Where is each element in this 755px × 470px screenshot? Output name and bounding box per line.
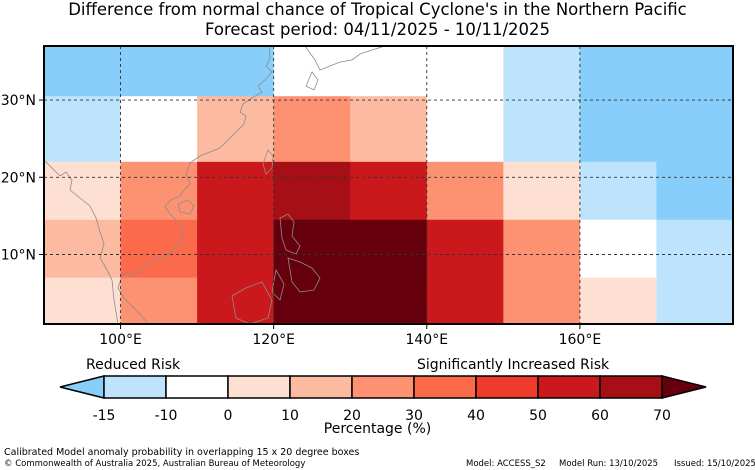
grid-cell-27	[44, 219, 122, 279]
coastlines	[44, 46, 386, 324]
map-frame	[43, 45, 734, 325]
lat-tick-label: 30°N	[1, 93, 36, 109]
grid-cell-21	[273, 161, 351, 221]
colorbar-tick-label: 10	[281, 408, 299, 424]
grid-cell-5	[426, 46, 504, 97]
grid-cell-41	[426, 277, 504, 324]
grid-cell-36	[44, 277, 122, 324]
grid-cell-2	[197, 46, 275, 97]
colorbar-tick-label: -10	[155, 408, 178, 424]
grid-cell-14	[426, 96, 504, 163]
grid-cell-25	[579, 161, 657, 221]
grid-cell-42	[503, 277, 581, 324]
colorbar-tick-label: 40	[467, 408, 485, 424]
colorbar-tick-label: 30	[405, 408, 423, 424]
footer-model-run: Model Run: 13/10/2025	[559, 459, 659, 469]
increased-risk-label: Significantly Increased Risk	[417, 357, 610, 373]
grid-cell-17	[656, 96, 733, 163]
footer-description: Calibrated Model anomaly probability in …	[4, 447, 360, 458]
coastline-korea-japan	[304, 46, 386, 91]
coastline-philippines-luzon	[279, 213, 301, 255]
colorbar-segment-1	[165, 375, 229, 399]
grid-cell-13	[350, 96, 428, 163]
colorbar-tick-label: 60	[591, 408, 609, 424]
grid-cell-1	[120, 46, 198, 97]
footer-issued: Issued: 15/10/2025	[674, 459, 755, 469]
chart-title: Difference from normal chance of Tropica…	[68, 0, 687, 19]
lon-tick-label: 140°E	[405, 332, 448, 348]
colorbar-over-arrow	[661, 375, 707, 399]
grid-cell-3	[273, 46, 351, 97]
lon-tick-label: 160°E	[559, 332, 602, 348]
lat-tick-label: 20°N	[1, 170, 36, 186]
colorbar-segment-8	[599, 375, 663, 399]
grid-cell-9	[44, 96, 122, 163]
grid-cell-32	[426, 219, 504, 279]
grid-cell-31	[350, 219, 428, 279]
grid-cell-23	[426, 161, 504, 221]
colorbar-segment-7	[537, 375, 601, 399]
grid-cell-4	[350, 46, 428, 97]
coastline-philippines-south	[271, 257, 321, 301]
grid-cell-19	[120, 161, 198, 221]
colorbar-segment-3	[289, 375, 353, 399]
grid-cell-30	[273, 219, 351, 279]
colorbar-segment-0	[103, 375, 167, 399]
grid-cell-39	[273, 277, 351, 324]
grid-cell-43	[579, 277, 657, 324]
grid-cell-11	[197, 96, 275, 163]
grid-cell-20	[197, 161, 275, 221]
grid-cell-35	[656, 219, 733, 279]
grid-cell-12	[273, 96, 351, 163]
lon-tick-label: 100°E	[99, 332, 142, 348]
colorbar-under-arrow	[59, 375, 105, 399]
lon-tick-label: 120°E	[252, 332, 295, 348]
coastline-borneo	[231, 281, 273, 324]
grid-cell-7	[579, 46, 657, 97]
coastline-mainland-asia	[117, 46, 273, 324]
colorbar-tick-label: 50	[529, 408, 547, 424]
grid-cell-29	[197, 219, 275, 279]
colorbar-segment-6	[475, 375, 539, 399]
colorbar-xlabel: Percentage (%)	[323, 421, 432, 437]
colorbar: -15 -10 0 10 20 30 40 50 60 70	[59, 375, 707, 424]
colorbar-tick-label: 70	[653, 408, 671, 424]
grid-cell-10	[120, 96, 198, 163]
colorbar-segment-5	[413, 375, 477, 399]
coastline-hainan	[177, 199, 195, 215]
colorbar-segment-4	[351, 375, 415, 399]
colorbar-tick-label: -15	[93, 408, 116, 424]
grid-cell-22	[350, 161, 428, 221]
footer-model: Model: ACCESS_S2	[466, 459, 546, 469]
grid-cell-16	[579, 96, 657, 163]
axis-ticks: 100°E 120°E 140°E 160°E 10°N 20°N 30°N	[1, 93, 601, 348]
colorbar-tick-label: 20	[343, 408, 361, 424]
anomaly-grid	[44, 46, 733, 324]
grid-cell-0	[44, 46, 122, 97]
coastline-taiwan	[262, 149, 274, 175]
footer-copyright: © Commonwealth of Australia 2025, Austra…	[4, 459, 306, 469]
grid-cell-15	[503, 96, 581, 163]
grid-cell-6	[503, 46, 581, 97]
lat-tick-label: 10°N	[1, 248, 36, 264]
grid-cell-24	[503, 161, 581, 221]
grid-cell-34	[579, 219, 657, 279]
grid-cell-33	[503, 219, 581, 279]
grid-cell-37	[120, 277, 198, 324]
colorbar-tick-label: 0	[224, 408, 233, 424]
grid-cell-28	[120, 219, 198, 279]
coastline-bay-of-bengal	[44, 159, 119, 324]
colorbar-segment-2	[227, 375, 291, 399]
grid-cell-26	[656, 161, 733, 221]
chart-subtitle: Forecast period: 04/11/2025 - 10/11/2025	[204, 20, 551, 39]
grid-cell-8	[656, 46, 733, 97]
grid-cell-40	[350, 277, 428, 324]
reduced-risk-label: Reduced Risk	[86, 357, 181, 373]
grid-cell-44	[656, 277, 733, 324]
graticule	[44, 46, 733, 324]
grid-cell-18	[44, 161, 122, 221]
